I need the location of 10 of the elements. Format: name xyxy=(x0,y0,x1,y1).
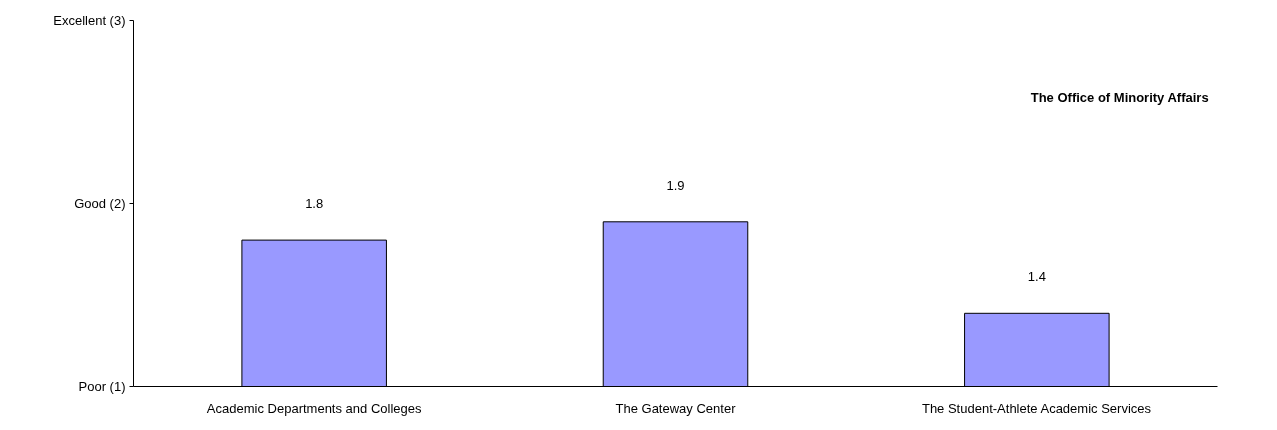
x-tick-label: Academic Departments and Colleges xyxy=(206,400,422,416)
data-label: 1.9 xyxy=(666,177,685,193)
y-tick-label: Good (2) xyxy=(74,196,126,211)
y-tick-label: Poor (1) xyxy=(78,379,126,394)
x-tick-label: The Student-Athlete Academic Services xyxy=(921,400,1152,416)
x-tick-label: The Gateway Center xyxy=(615,400,737,416)
data-label: 1.8 xyxy=(305,196,324,211)
text: The Office of Minority Affairs xyxy=(1030,89,1209,105)
y-tick-label: Excellent (3) xyxy=(53,13,126,28)
data-label: 1.4 xyxy=(1027,269,1046,285)
